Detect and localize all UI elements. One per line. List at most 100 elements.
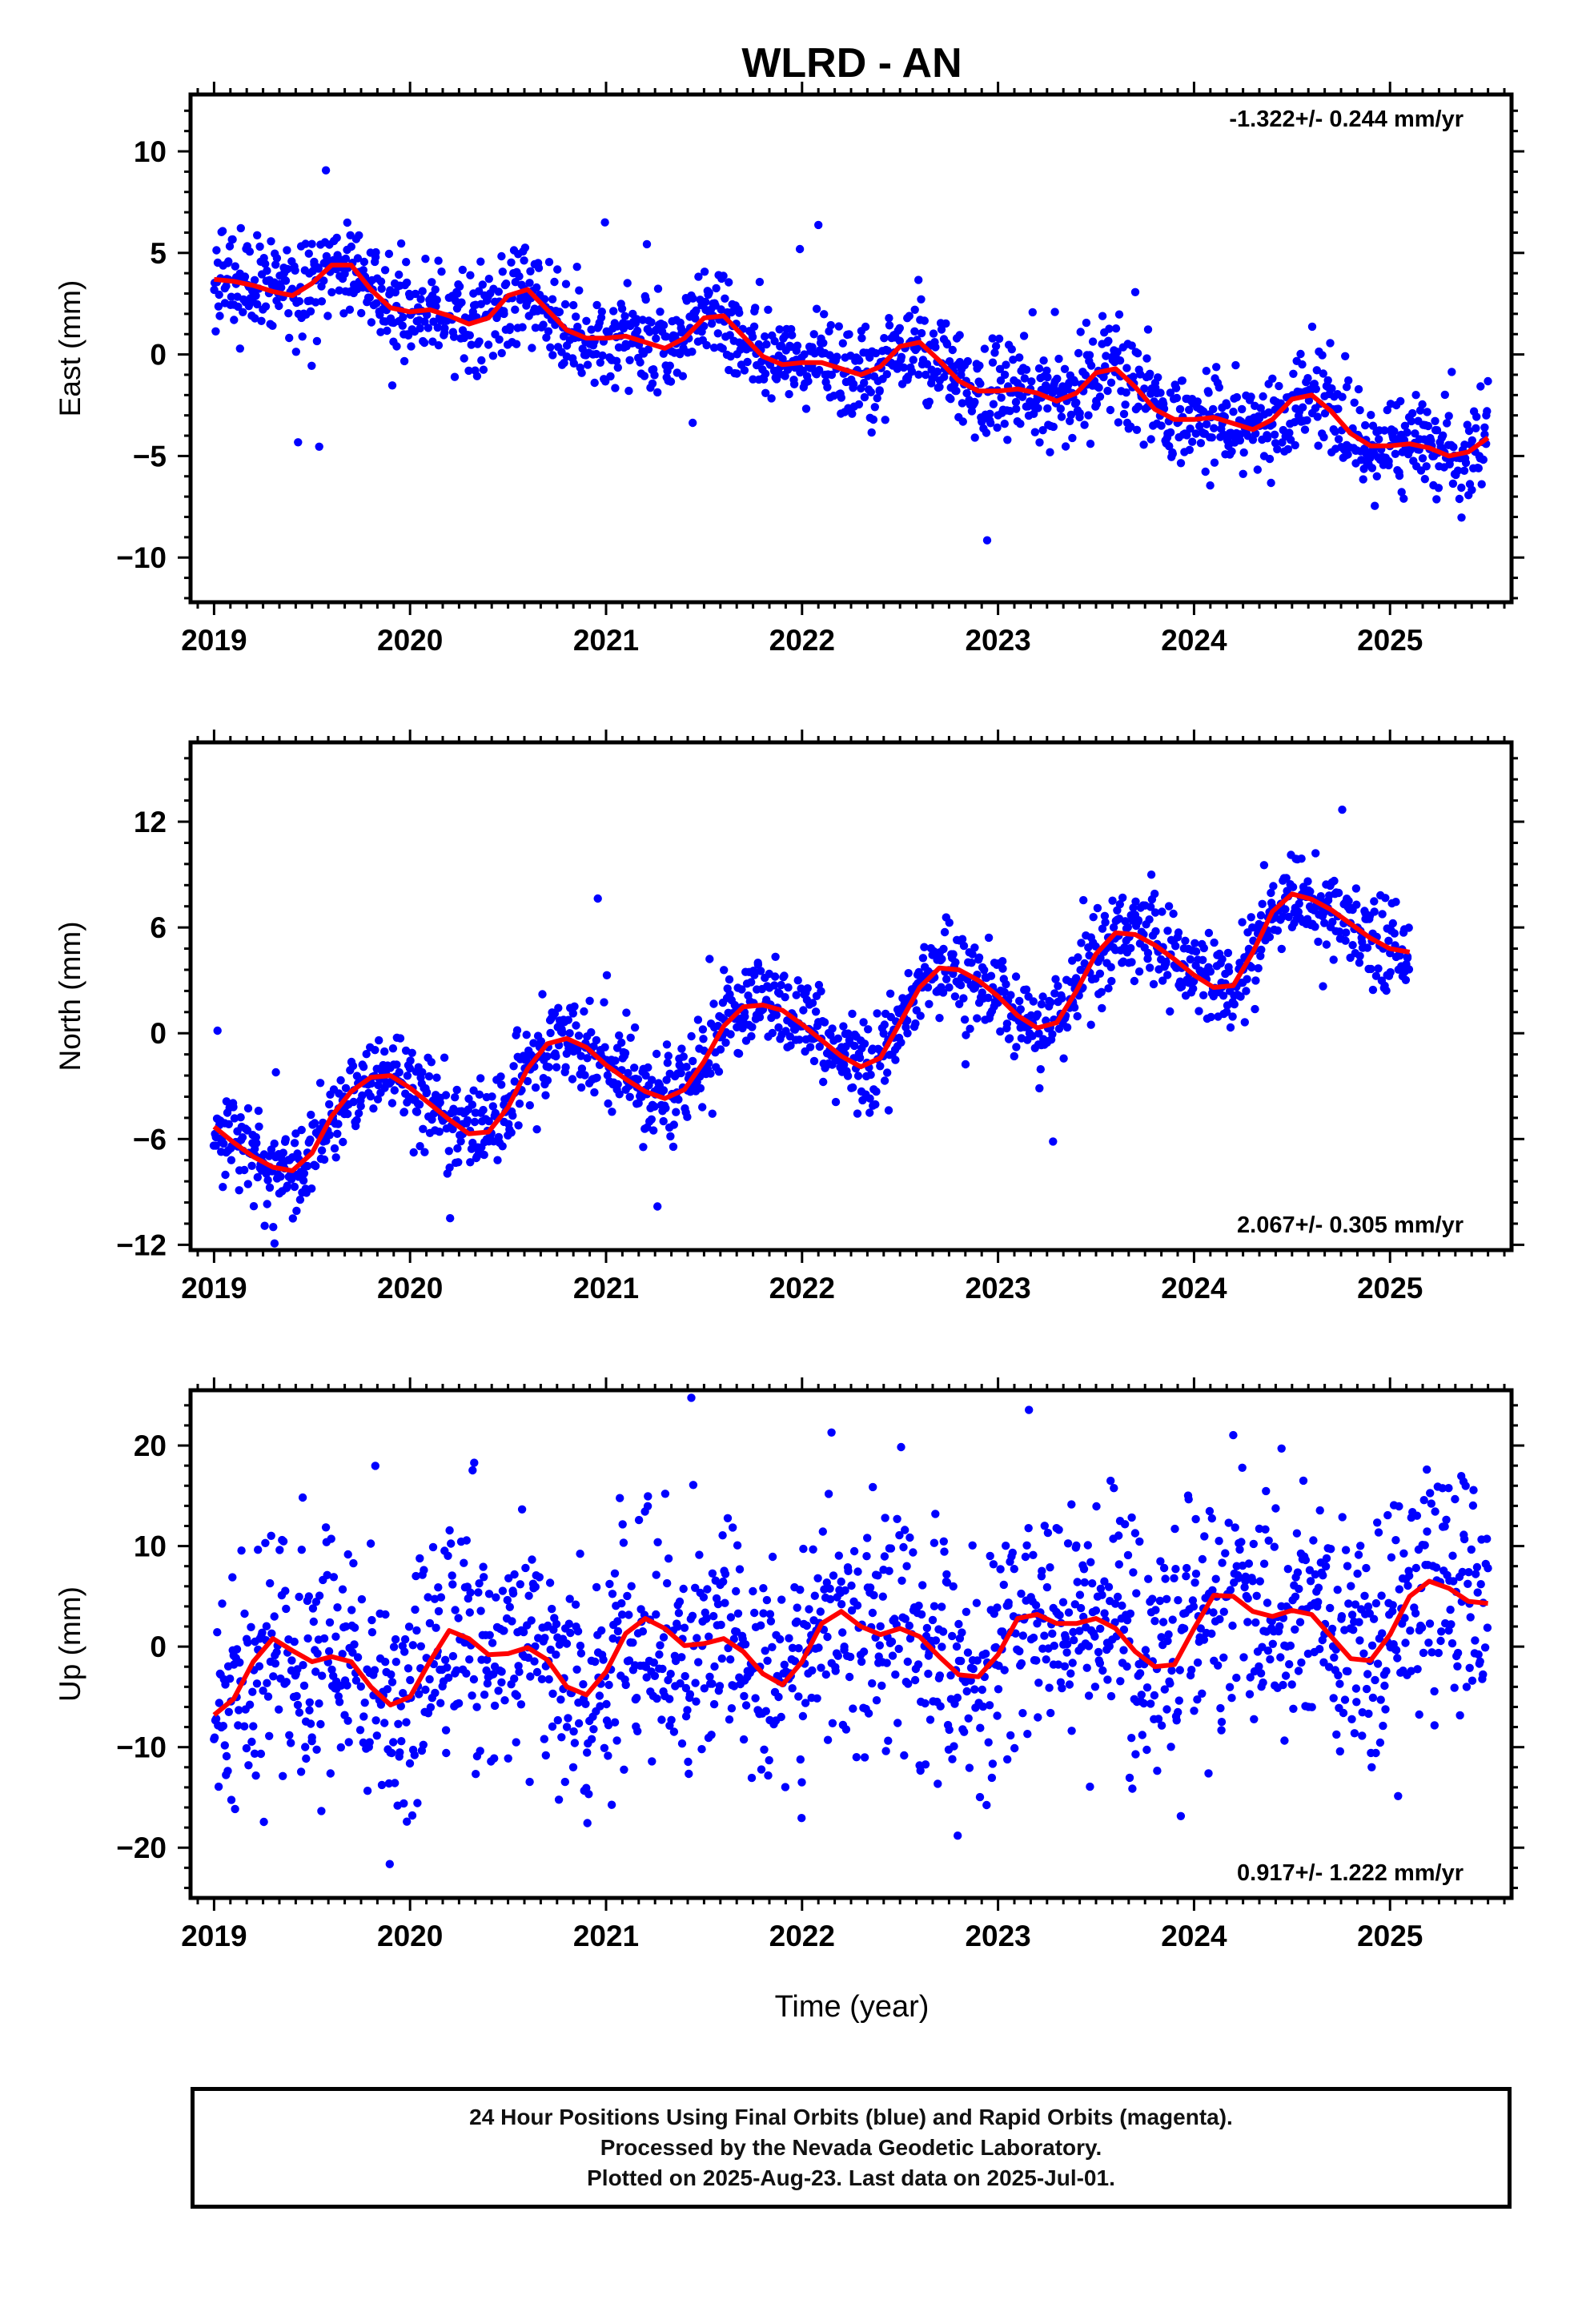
up-point xyxy=(525,1777,534,1787)
up-point xyxy=(1255,1524,1264,1534)
up-point xyxy=(1072,1541,1081,1550)
north-point xyxy=(669,1142,678,1152)
up-point xyxy=(560,1777,569,1787)
north-point xyxy=(682,1063,691,1072)
up-point xyxy=(1082,1663,1091,1672)
up-point xyxy=(931,1636,941,1645)
up-point xyxy=(1104,1582,1114,1591)
up-point xyxy=(557,1733,566,1742)
north-point xyxy=(925,999,934,1009)
north-point xyxy=(1355,959,1364,967)
east-point xyxy=(1338,392,1347,401)
east-point xyxy=(560,359,568,368)
up-point xyxy=(613,1617,622,1626)
north-point xyxy=(828,1024,837,1033)
up-point xyxy=(356,1682,365,1691)
north-point xyxy=(476,1074,485,1083)
north-point xyxy=(630,1063,639,1072)
up-point xyxy=(1175,1666,1185,1675)
north-point xyxy=(859,1018,868,1027)
up-point xyxy=(705,1632,713,1641)
up-point xyxy=(793,1617,801,1626)
east-point xyxy=(1256,404,1265,412)
east-point xyxy=(1367,464,1377,472)
north-point xyxy=(828,1060,837,1069)
up-point xyxy=(700,1684,709,1693)
up-point xyxy=(1000,1666,1009,1675)
up-point xyxy=(1209,1608,1218,1617)
up-point xyxy=(448,1571,456,1580)
up-point xyxy=(1229,1430,1238,1440)
up-point xyxy=(480,1573,488,1582)
east-point xyxy=(423,311,432,320)
up-point xyxy=(1114,1531,1123,1540)
up-point xyxy=(610,1718,620,1727)
east-point xyxy=(283,264,292,274)
up-point xyxy=(1069,1627,1078,1637)
up-point xyxy=(498,1586,508,1595)
up-point xyxy=(1092,1502,1101,1511)
east-point xyxy=(921,370,930,380)
north-point xyxy=(1190,977,1199,986)
north-point xyxy=(307,1184,316,1193)
up-point xyxy=(1063,1639,1072,1649)
up-point xyxy=(1241,1572,1251,1582)
up-point xyxy=(1054,1526,1063,1534)
up-point xyxy=(717,1654,726,1663)
east-point xyxy=(440,324,449,333)
north-point xyxy=(541,1091,550,1100)
up-point xyxy=(823,1735,833,1744)
up-point xyxy=(251,1771,260,1780)
up-point xyxy=(591,1657,600,1667)
up-point xyxy=(370,1666,379,1675)
up-point xyxy=(613,1626,623,1636)
east-point xyxy=(1113,348,1122,356)
north-point xyxy=(1095,969,1105,979)
east-point xyxy=(1042,366,1051,375)
east-point xyxy=(224,257,233,266)
up-point xyxy=(785,1634,793,1642)
north-point xyxy=(738,1023,747,1033)
north-point xyxy=(1073,1011,1082,1021)
east-point xyxy=(367,318,376,327)
north-point xyxy=(254,1106,263,1116)
north-x-tick-label: 2025 xyxy=(1357,1272,1423,1305)
up-point xyxy=(618,1520,627,1529)
up-point xyxy=(462,1536,471,1545)
up-point xyxy=(669,1727,679,1736)
up-point xyxy=(1166,1743,1175,1751)
up-point xyxy=(363,1787,372,1795)
north-point xyxy=(1413,0,1421,4)
east-point xyxy=(1300,425,1310,434)
up-point xyxy=(764,1771,773,1780)
east-point xyxy=(1227,447,1236,456)
east-point xyxy=(989,400,998,408)
up-point xyxy=(448,1580,457,1589)
north-point xyxy=(1468,0,1476,4)
up-point xyxy=(777,1595,786,1604)
up-point xyxy=(1268,1639,1278,1648)
north-point xyxy=(920,943,929,951)
east-point xyxy=(251,292,260,300)
north-point xyxy=(938,988,948,997)
east-point xyxy=(1088,337,1098,346)
east-point xyxy=(942,319,950,328)
up-point xyxy=(396,1748,404,1757)
north-point xyxy=(750,971,759,979)
north-point xyxy=(1319,982,1327,991)
east-point xyxy=(1143,325,1153,334)
up-point xyxy=(761,1647,769,1655)
up-point xyxy=(749,1586,757,1596)
north-point xyxy=(615,1090,624,1099)
up-point xyxy=(900,1751,909,1760)
east-point xyxy=(995,364,1005,373)
up-point xyxy=(893,1514,901,1524)
up-point xyxy=(564,1619,573,1628)
up-point xyxy=(895,1530,904,1540)
up-point xyxy=(468,1466,477,1475)
up-point xyxy=(1119,1625,1129,1634)
up-point xyxy=(1239,1653,1248,1662)
east-point xyxy=(255,242,264,251)
north-point xyxy=(1059,1054,1068,1063)
north-point xyxy=(666,1132,675,1141)
